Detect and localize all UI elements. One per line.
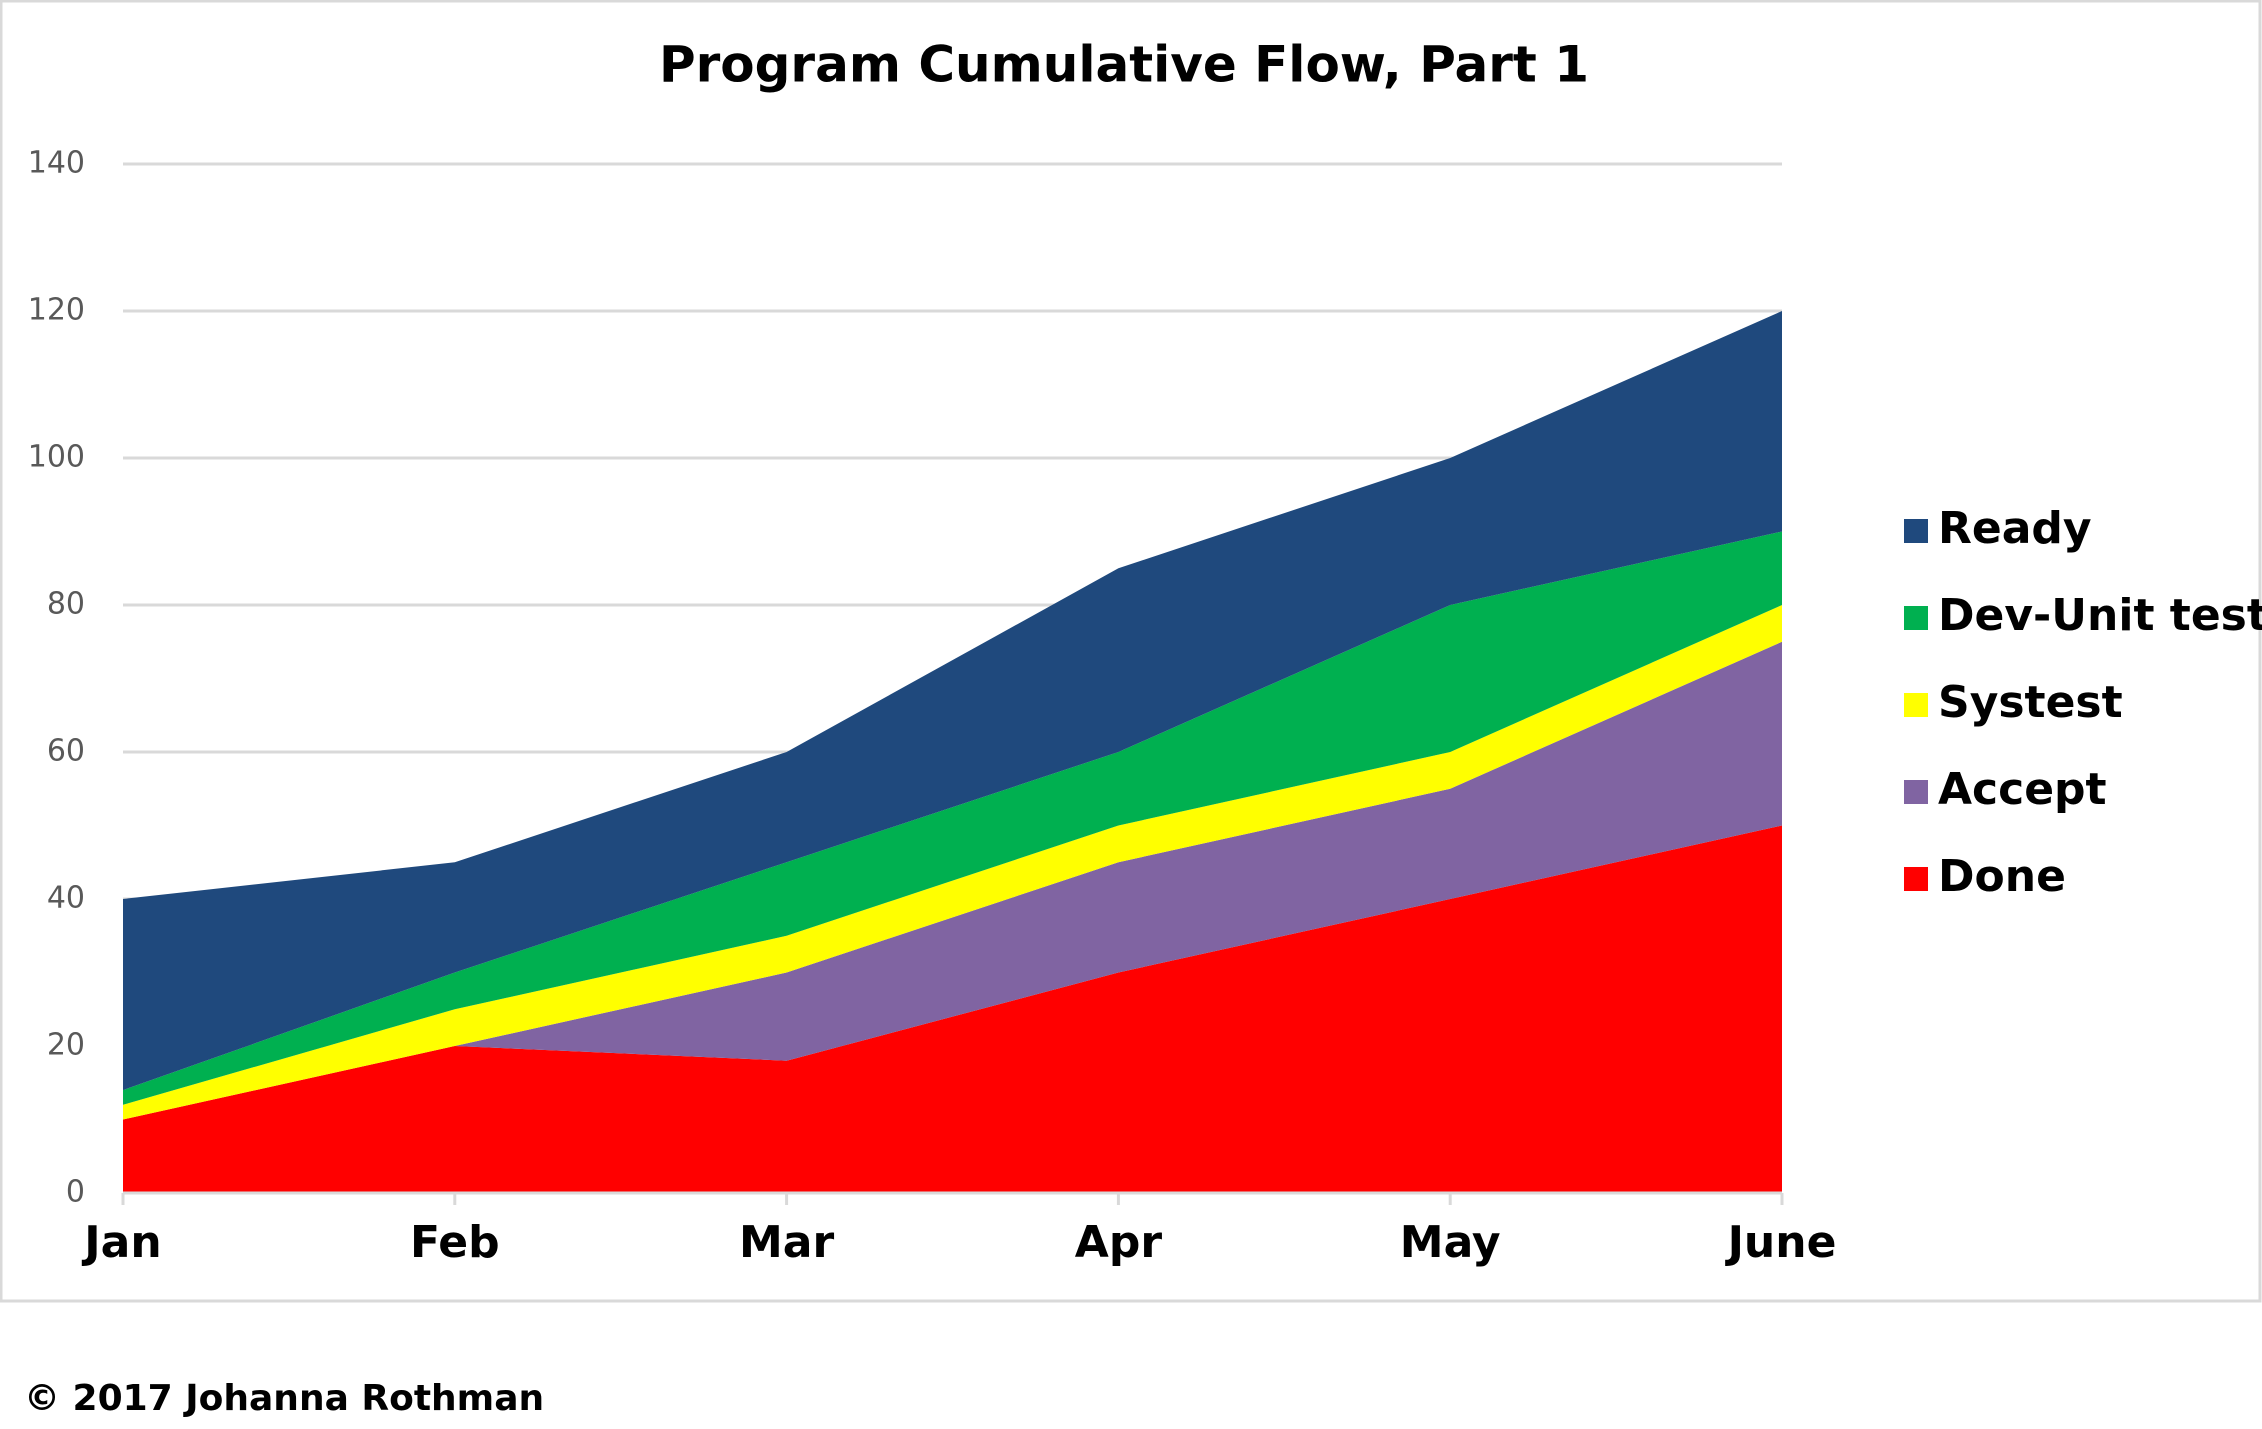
y-tick-label: 0 — [66, 1175, 85, 1210]
x-tick-label: Mar — [739, 1217, 834, 1268]
y-tick-label: 80 — [47, 587, 85, 622]
y-tick-label: 60 — [47, 734, 85, 769]
x-tick-label: May — [1400, 1217, 1501, 1268]
legend-label: Ready — [1938, 503, 2092, 554]
area — [123, 605, 1782, 1120]
x-tick-label: Apr — [1075, 1217, 1163, 1268]
area — [123, 531, 1782, 1105]
x-tick-label: June — [1725, 1217, 1837, 1268]
area — [123, 311, 1782, 1091]
y-tick-label: 40 — [47, 881, 85, 916]
y-tick-label: 120 — [28, 293, 85, 328]
legend-swatch — [1904, 780, 1928, 804]
legend-label: Dev-Unit test — [1938, 590, 2262, 641]
x-tick-label: Feb — [410, 1217, 500, 1268]
y-tick-label: 140 — [28, 146, 85, 181]
legend-swatch — [1904, 519, 1928, 543]
chart-title: Program Cumulative Flow, Part 1 — [659, 36, 1589, 94]
legend-swatch — [1904, 867, 1928, 891]
legend-label: Systest — [1938, 677, 2123, 728]
y-tick-label: 100 — [28, 440, 85, 475]
legend-label: Accept — [1938, 764, 2107, 815]
area — [123, 825, 1782, 1193]
legend-swatch — [1904, 693, 1928, 717]
area — [123, 641, 1782, 1120]
footer: © 2017 Johanna Rothman — [24, 1378, 544, 1419]
x-tick-label: Jan — [81, 1217, 161, 1268]
y-tick-label: 20 — [47, 1028, 85, 1063]
legend-label: Done — [1938, 851, 2066, 902]
legend-swatch — [1904, 606, 1928, 630]
